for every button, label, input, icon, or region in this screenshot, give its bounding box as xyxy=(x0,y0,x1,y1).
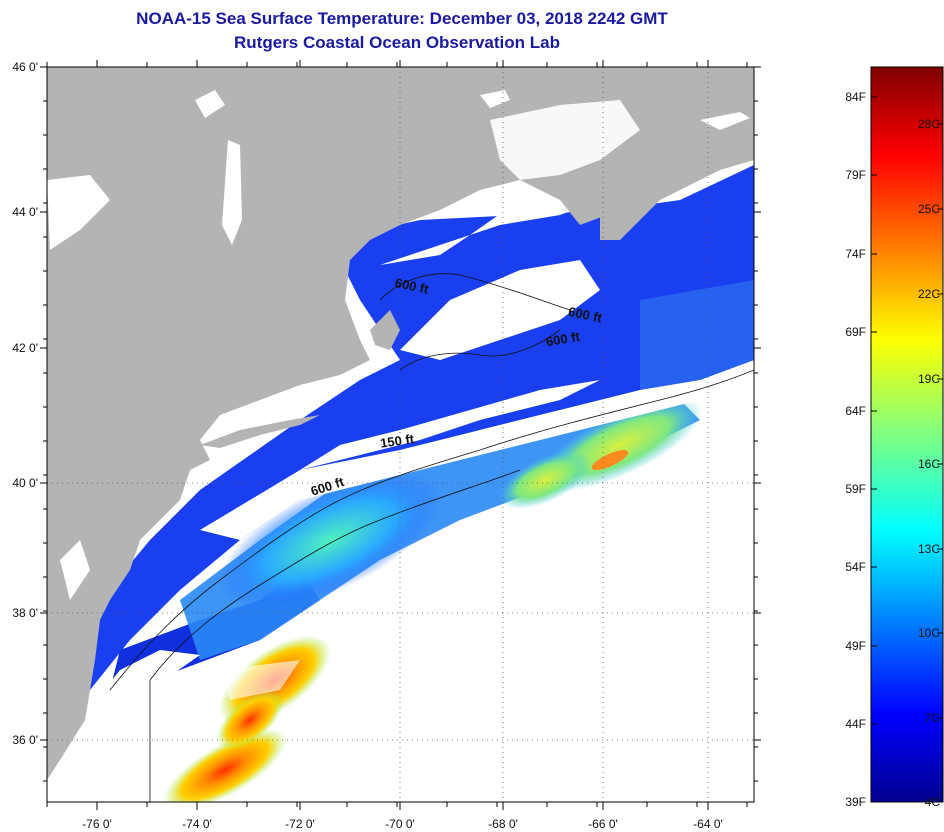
lat-label: 42 0' xyxy=(12,341,38,355)
colorbar-c-label: 4C xyxy=(925,795,941,809)
colorbar-f-label: 44F xyxy=(845,717,866,731)
latitude-axis: 46 0' 44 0' 42 0' 40 0' 38 0' 36 0' xyxy=(12,60,761,782)
isobath-label: 600 ft xyxy=(394,275,431,297)
sst-map xyxy=(47,67,754,802)
colorbar-c-label: 19C xyxy=(918,372,940,386)
colorbar-c-label: 28C xyxy=(918,117,940,131)
lon-label: -76 0' xyxy=(82,817,112,831)
colorbar-ticks: 84F 79F 74F 69F 64F 59F 54F 49F 44F 39F 28C 25C 22C 1… xyxy=(845,90,943,809)
isobath-lines xyxy=(109,273,754,802)
colorbar-f-label: 69F xyxy=(845,325,866,339)
colorbar-c-label: 10C xyxy=(918,626,940,640)
sst-colorbar xyxy=(870,66,944,803)
colorbar-c-label: 7C xyxy=(925,711,941,725)
lon-label: -64 0' xyxy=(693,817,723,831)
colorbar-c-label: 13C xyxy=(918,542,940,556)
colorbar-f-label: 59F xyxy=(845,482,866,496)
map-title: NOAA-15 Sea Surface Temperature: Decembe… xyxy=(136,9,668,28)
lon-label: -74 0' xyxy=(182,817,212,831)
colorbar-c-label: 25C xyxy=(918,202,940,216)
map-subtitle: Rutgers Coastal Ocean Observation Lab xyxy=(234,33,560,52)
colorbar-f-label: 39F xyxy=(845,795,866,809)
lat-label: 36 0' xyxy=(12,733,38,747)
colorbar-f-label: 49F xyxy=(845,639,866,653)
isobath-label: 150 ft xyxy=(379,431,415,451)
colorbar-f-label: 54F xyxy=(845,560,866,574)
lat-label: 44 0' xyxy=(12,205,38,219)
lon-label: -70 0' xyxy=(385,817,415,831)
colorbar-c-label: 16C xyxy=(918,457,940,471)
lon-label: -72 0' xyxy=(285,817,315,831)
colorbar-f-label: 64F xyxy=(845,404,866,418)
colorbar-f-label: 74F xyxy=(845,247,866,261)
isobath-label: 600 ft xyxy=(545,329,582,350)
isobath-label: 600 ft xyxy=(567,304,604,326)
lat-label: 46 0' xyxy=(12,60,38,74)
land-north-america xyxy=(47,67,754,780)
lon-label: -68 0' xyxy=(488,817,518,831)
cloud-cover xyxy=(200,380,700,540)
colorbar-f-label: 79F xyxy=(845,168,866,182)
lon-label: -66 0' xyxy=(588,817,618,831)
lat-label: 38 0' xyxy=(12,606,38,620)
colorbar-f-label: 84F xyxy=(845,90,866,104)
lat-label: 40 0' xyxy=(12,476,38,490)
longitude-axis: -76 0' -74 0' -72 0' -70 0' -68 0' -66 0' -64 … xyxy=(46,60,748,831)
colorbar-c-label: 22C xyxy=(918,287,940,301)
